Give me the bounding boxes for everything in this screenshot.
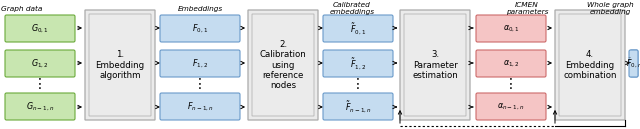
FancyBboxPatch shape	[476, 15, 546, 42]
FancyBboxPatch shape	[85, 10, 155, 120]
Text: ⋮: ⋮	[351, 77, 365, 91]
Text: · · ·: · · ·	[584, 127, 596, 129]
FancyBboxPatch shape	[5, 93, 75, 120]
FancyBboxPatch shape	[160, 15, 240, 42]
Text: Calibrated
embeddings: Calibrated embeddings	[330, 2, 374, 15]
Text: $\tilde{F}_{1,2}$: $\tilde{F}_{1,2}$	[350, 56, 366, 71]
Text: 2.
Calibration
using
reference
nodes: 2. Calibration using reference nodes	[260, 40, 307, 90]
FancyBboxPatch shape	[323, 50, 393, 77]
Text: $F_{1,2}$: $F_{1,2}$	[192, 57, 208, 70]
FancyBboxPatch shape	[5, 15, 75, 42]
FancyBboxPatch shape	[248, 10, 318, 120]
Text: $\alpha_{n-1,n}$: $\alpha_{n-1,n}$	[497, 101, 525, 112]
FancyBboxPatch shape	[629, 50, 638, 77]
Text: 1.
Embedding
algorithm: 1. Embedding algorithm	[95, 50, 145, 80]
Text: $G_{0,1}$: $G_{0,1}$	[31, 22, 49, 35]
FancyBboxPatch shape	[5, 50, 75, 77]
Text: ⋮: ⋮	[33, 77, 47, 91]
Text: 3.
Parameter
estimation: 3. Parameter estimation	[412, 50, 458, 80]
Text: $\alpha_{0,1}$: $\alpha_{0,1}$	[502, 23, 520, 34]
FancyBboxPatch shape	[252, 14, 314, 116]
Text: $\widetilde{F}_{0,n}$: $\widetilde{F}_{0,n}$	[626, 57, 640, 70]
Text: $\tilde{F}_{n-1,n}$: $\tilde{F}_{n-1,n}$	[344, 99, 371, 114]
FancyBboxPatch shape	[400, 10, 470, 120]
FancyBboxPatch shape	[476, 50, 546, 77]
FancyBboxPatch shape	[323, 93, 393, 120]
Text: $G_{1,2}$: $G_{1,2}$	[31, 57, 49, 70]
Text: $\alpha_{1,2}$: $\alpha_{1,2}$	[502, 58, 520, 69]
Text: ⋮: ⋮	[504, 77, 518, 91]
Text: Graph data: Graph data	[1, 6, 43, 12]
FancyBboxPatch shape	[323, 15, 393, 42]
Text: Embeddings: Embeddings	[177, 6, 223, 12]
FancyBboxPatch shape	[630, 50, 638, 77]
Text: $\tilde{F}_{0,1}$: $\tilde{F}_{0,1}$	[350, 21, 366, 36]
Text: 4.
Embedding
combination: 4. Embedding combination	[563, 50, 617, 80]
Text: $G_{n-1,n}$: $G_{n-1,n}$	[26, 100, 54, 113]
FancyBboxPatch shape	[404, 14, 466, 116]
Text: $F_{0,1}$: $F_{0,1}$	[192, 22, 208, 35]
FancyBboxPatch shape	[160, 93, 240, 120]
FancyBboxPatch shape	[559, 14, 621, 116]
FancyBboxPatch shape	[555, 10, 625, 120]
FancyBboxPatch shape	[89, 14, 151, 116]
Text: ⋮: ⋮	[193, 77, 207, 91]
Text: ICMEN
parameters: ICMEN parameters	[506, 2, 548, 15]
FancyBboxPatch shape	[160, 50, 240, 77]
Text: $F_{n-1,n}$: $F_{n-1,n}$	[187, 100, 213, 113]
FancyBboxPatch shape	[476, 93, 546, 120]
Text: Whole graph
embedding: Whole graph embedding	[587, 2, 634, 15]
